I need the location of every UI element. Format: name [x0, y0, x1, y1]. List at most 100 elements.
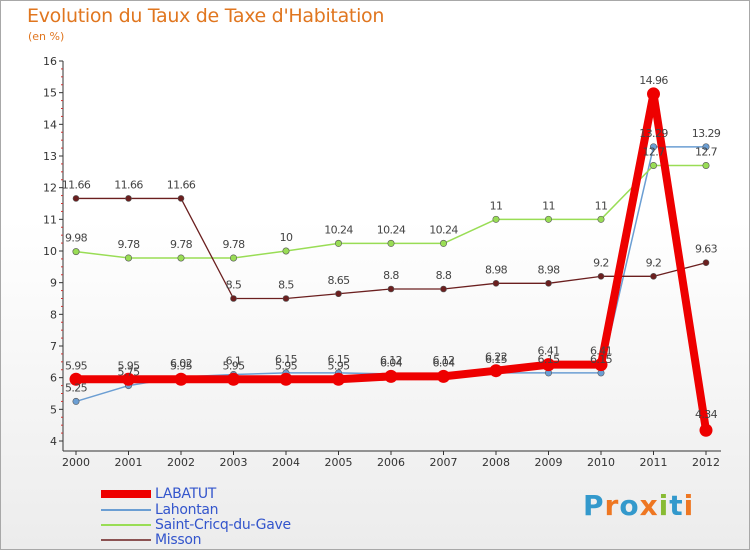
data-point — [594, 358, 608, 372]
data-label: 6.04 — [432, 356, 455, 369]
data-point — [649, 162, 657, 170]
data-label: 6.15 — [537, 353, 560, 366]
data-point — [545, 279, 552, 287]
data-label: 5.95 — [65, 359, 88, 372]
legend-label-misson: Misson — [155, 532, 202, 548]
x-tick-label: 2006 — [377, 456, 405, 469]
y-tick-label: 15 — [43, 87, 57, 100]
data-point — [72, 195, 80, 202]
data-point — [125, 254, 133, 262]
data-point — [440, 285, 447, 293]
x-tick-label: 2004 — [272, 456, 300, 469]
data-label: 11.66 — [167, 178, 196, 191]
logo-letter: t — [669, 489, 684, 522]
data-point — [335, 290, 342, 298]
x-tick-label: 2003 — [220, 456, 248, 469]
data-point — [177, 254, 185, 262]
y-tick-label: 9 — [50, 277, 57, 290]
data-label: 10.24 — [429, 223, 458, 236]
data-label: 6.15 — [590, 353, 613, 366]
data-label: 6.1 — [226, 355, 242, 368]
data-label: 14.96 — [639, 74, 668, 87]
data-label: 8.65 — [327, 274, 350, 287]
proxiti-logo: Proxiti — [583, 489, 694, 522]
data-label: 6.02 — [170, 357, 192, 370]
data-point — [649, 143, 657, 151]
data-label: 9.2 — [593, 256, 609, 269]
data-label: 11 — [542, 199, 555, 212]
y-tick-label: 6 — [50, 372, 57, 385]
data-label: 5.95 — [117, 359, 140, 372]
data-label: 5.95 — [170, 359, 193, 372]
logo-letter: i — [658, 489, 670, 522]
data-point — [122, 372, 135, 386]
data-point — [125, 195, 132, 202]
data-point — [230, 295, 237, 302]
data-label: 5.75 — [117, 366, 140, 379]
data-label: 8.98 — [537, 263, 560, 276]
logo-letter: P — [583, 489, 605, 522]
data-point — [542, 358, 555, 372]
data-point — [597, 273, 605, 280]
data-point — [72, 397, 80, 405]
data-label: 8.98 — [485, 263, 508, 276]
data-point — [72, 248, 80, 256]
y-tick-label: 16 — [43, 55, 57, 68]
data-point — [282, 295, 290, 302]
legend-label-lahontan: Lahontan — [155, 502, 219, 518]
data-point — [230, 254, 238, 262]
data-label: 6.15 — [485, 353, 508, 366]
legend-swatches — [101, 490, 151, 541]
data-label: 9.63 — [695, 243, 718, 256]
axes: 4 5 6 7 8 9 10 11 12 13 14 15 16 2000 2001 2002 2003 2004… — [43, 55, 721, 469]
data-point — [597, 215, 605, 223]
data-point — [279, 372, 293, 386]
data-label: 11 — [490, 199, 503, 212]
legend-label-labatut: LABATUT — [155, 486, 217, 502]
data-label: 6.04 — [380, 356, 403, 369]
data-label: 5.95 — [222, 359, 245, 372]
data-point — [387, 239, 395, 247]
chart-title: Evolution du Taux de Taxe d'Habitation — [27, 5, 385, 27]
data-point — [177, 195, 185, 202]
data-label: 5.25 — [65, 381, 88, 394]
data-label: 6.41 — [537, 345, 559, 358]
data-label: 6.15 — [275, 353, 298, 366]
y-tick-label: 8 — [50, 308, 57, 321]
legend-label-saint-cricq: Saint-Cricq-du-Gave — [155, 517, 291, 533]
data-point — [489, 364, 503, 378]
logo-letter: x — [639, 489, 659, 522]
y-tick-label: 14 — [43, 118, 57, 131]
data-label: 9.78 — [117, 238, 140, 251]
data-label: 12.7 — [642, 146, 665, 159]
series-lines — [69, 87, 713, 437]
data-label: 8.8 — [383, 269, 399, 282]
data-label: 11 — [595, 199, 608, 212]
data-point — [227, 372, 240, 386]
x-tick-label: 2007 — [430, 456, 458, 469]
data-label: 6.22 — [485, 351, 507, 364]
data-label: 9.2 — [646, 256, 662, 269]
data-labels: 5.95 5.95 5.95 5.95 5.95 5.95 6.04 6.04 6.22 6.41… — [62, 74, 722, 421]
x-tick-label: 2001 — [115, 456, 143, 469]
y-tick-label: 7 — [50, 340, 57, 353]
data-label: 13.29 — [692, 127, 721, 140]
data-point — [387, 285, 395, 293]
x-tick-label: 2009 — [535, 456, 563, 469]
y-tick-label: 11 — [43, 213, 57, 226]
x-tick-label: 2005 — [325, 456, 353, 469]
logo-letter: r — [604, 489, 620, 522]
x-tick-label: 2002 — [167, 456, 195, 469]
x-tick-label: 2011 — [640, 456, 668, 469]
data-label: 6.41 — [590, 345, 612, 358]
data-label: 10.24 — [377, 223, 406, 236]
data-point — [702, 162, 710, 170]
data-point — [332, 372, 345, 386]
data-point — [650, 273, 657, 280]
data-point — [384, 369, 398, 383]
data-label: 10.24 — [324, 223, 353, 236]
data-label: 13.29 — [639, 127, 668, 140]
data-point — [439, 239, 447, 247]
